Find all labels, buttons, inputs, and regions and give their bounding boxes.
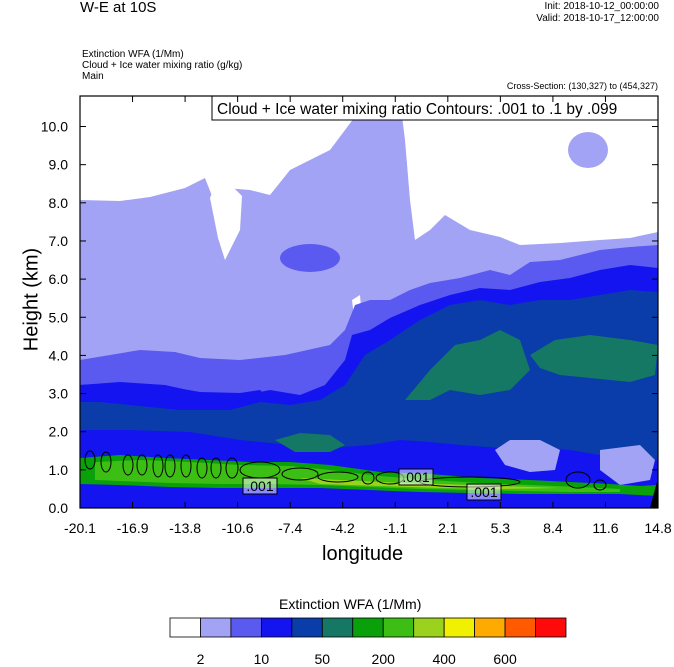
field-info: Extinction WFA (1/Mm) Cloud + Ice water … — [82, 49, 242, 82]
valid-time: Valid: 2018-10-17_12:00:00 — [536, 13, 659, 24]
contour-label: .001 — [470, 484, 497, 500]
colorbar-tick-label: 400 — [432, 651, 456, 667]
y-tick-label: 0.0 — [49, 500, 69, 516]
colorbar-swatch — [535, 617, 567, 638]
colorbar-tick-label: 50 — [315, 651, 331, 667]
field-cloud-ice: Cloud + Ice water mixing ratio (g/kg) — [82, 60, 243, 71]
fill-teal — [405, 330, 530, 400]
colorbar-swatch — [291, 617, 323, 638]
fill-black-corner — [650, 478, 658, 508]
contour-label: .001 — [246, 478, 273, 494]
fill-light-hole — [600, 445, 655, 485]
x-tick-label: 14.8 — [644, 520, 671, 536]
colorbar-swatch — [413, 617, 445, 638]
fill-teal — [530, 335, 658, 382]
fill-teal — [275, 433, 345, 452]
colorbar-swatch — [352, 617, 384, 638]
x-tick-label: -13.8 — [169, 520, 201, 536]
contour-label: .001 — [402, 469, 429, 485]
plot-title: W-E at 10S — [80, 0, 157, 16]
y-tick-label: 8.0 — [49, 195, 69, 211]
y-axis-label: Height (km) — [20, 247, 43, 352]
contour-label-group: .001 .001 .001 — [242, 468, 502, 501]
x-tick-label: -10.6 — [222, 520, 254, 536]
colorbar-title: Extinction WFA (1/Mm) — [279, 596, 422, 612]
x-tick-label: 8.4 — [543, 520, 563, 536]
axes: -20.1 -16.9 -13.8 -10.6 -7.4 -4.2 -1.1 2.1 5.3 8.… — [41, 96, 672, 536]
colorbar-swatch — [474, 617, 506, 638]
colorbar-swatch — [382, 617, 415, 638]
y-tick-label: 7.0 — [49, 233, 69, 249]
x-tick-label: 2.1 — [438, 520, 458, 536]
colorbar-tick-label: 600 — [493, 651, 517, 667]
colorbar-swatch — [169, 617, 201, 638]
init-time: Init: 2018-10-12_00:00:00 — [544, 1, 659, 12]
fill-white-hole — [210, 185, 242, 260]
field-extinction: Extinction WFA (1/Mm) — [82, 49, 184, 60]
y-tick-label: 9.0 — [49, 157, 69, 173]
x-axis-label: longitude — [322, 543, 404, 565]
x-tick-label: -20.1 — [64, 520, 96, 536]
fill-light-hole — [495, 440, 560, 472]
x-tick-label: 5.3 — [491, 520, 511, 536]
y-tick-label: 2.0 — [49, 424, 69, 440]
colorbar: 2 10 50 200 400 600 — [169, 617, 567, 667]
y-tick-label: 3.0 — [49, 386, 69, 402]
x-tick-label: -4.2 — [331, 520, 355, 536]
x-tick-label: 11.6 — [592, 520, 618, 536]
field-main: Main — [82, 71, 104, 82]
x-tick-label: -7.4 — [278, 520, 302, 536]
colorbar-swatch — [443, 617, 476, 638]
colorbar-swatch — [321, 617, 354, 638]
contour-plot: .001 .001 .001 Cloud + Ice water mixing … — [79, 95, 659, 509]
x-tick-label: -16.9 — [117, 520, 149, 536]
colorbar-swatch — [260, 617, 293, 638]
cross-section-label: Cross-Section: (130,327) to (454,327) — [506, 81, 658, 91]
colorbar-swatch — [230, 617, 262, 638]
fill-blue-strip — [80, 383, 270, 405]
y-tick-label: 6.0 — [49, 271, 69, 287]
fill-medium-blob — [280, 244, 340, 272]
colorbar-tick-label: 10 — [254, 651, 270, 667]
colorbar-tick-label: 200 — [372, 651, 396, 667]
y-tick-label: 4.0 — [49, 347, 69, 363]
fill-light-blob — [568, 132, 608, 168]
colorbar-tick-label: 2 — [197, 651, 205, 667]
y-tick-label: 1.0 — [49, 462, 69, 478]
y-tick-label: 10.0 — [41, 119, 68, 135]
colorbar-swatch — [504, 617, 536, 638]
y-tick-label: 5.0 — [49, 309, 69, 325]
x-tick-label: -1.1 — [383, 520, 407, 536]
plot-frame — [79, 95, 659, 509]
contour-info-text: Cloud + Ice water mixing ratio Contours:… — [217, 101, 617, 118]
contour-info-box — [211, 95, 659, 121]
time-info: Init: 2018-10-12_00:00:00 Valid: 2018-10… — [536, 1, 659, 25]
colorbar-swatch — [200, 617, 232, 638]
